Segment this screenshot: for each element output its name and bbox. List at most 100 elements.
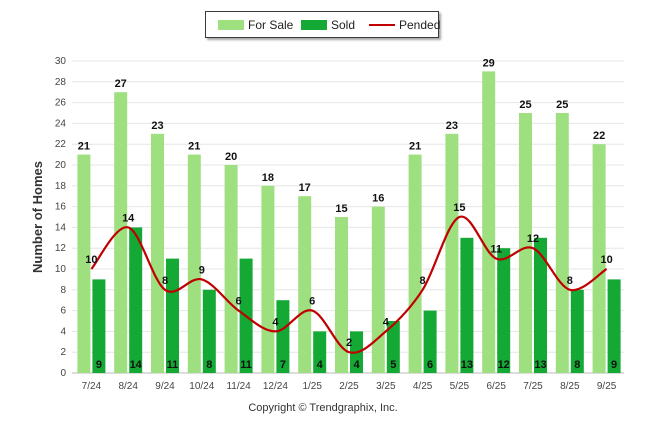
legend-label-for-sale: For Sale — [248, 18, 294, 32]
label-for-sale: 21 — [409, 141, 421, 153]
x-tick-label: 4/25 — [413, 381, 433, 392]
label-sold: 9 — [611, 359, 617, 371]
bars — [77, 71, 621, 374]
label-sold: 11 — [167, 359, 179, 371]
label-for-sale: 25 — [556, 99, 568, 111]
x-tick-label: 9/25 — [597, 381, 617, 392]
x-tick-label: 3/25 — [376, 381, 396, 392]
pended-line — [90, 215, 608, 354]
label-sold: 4 — [353, 359, 360, 371]
label-sold: 6 — [427, 359, 433, 371]
label-sold: 11 — [240, 359, 252, 371]
label-pended: 12 — [527, 233, 539, 245]
y-tick-label: 10 — [55, 264, 67, 275]
label-pended: 2 — [346, 337, 352, 349]
label-pended: 6 — [309, 296, 315, 308]
bar-sold — [202, 289, 216, 373]
legend-line-pended — [369, 24, 395, 26]
y-tick-label: 12 — [55, 243, 67, 254]
bar-sold — [386, 321, 400, 373]
bar-sold — [423, 310, 437, 373]
x-tick-label: 10/24 — [189, 381, 214, 392]
label-sold: 5 — [390, 359, 396, 371]
label-pended: 8 — [567, 275, 573, 287]
y-tick-label: 20 — [55, 160, 67, 171]
bar-for-sale — [519, 113, 532, 373]
label-sold: 9 — [96, 359, 102, 371]
y-tick-label: 30 — [55, 56, 67, 67]
label-sold: 4 — [317, 359, 324, 371]
x-tick-label: 6/25 — [486, 381, 506, 392]
label-sold: 8 — [206, 359, 212, 371]
x-tick-label: 1/25 — [302, 381, 322, 392]
y-tick-label: 14 — [55, 222, 67, 233]
y-tick-label: 18 — [55, 181, 67, 192]
bar-sold — [607, 279, 621, 373]
label-pended: 8 — [420, 275, 426, 287]
bar-sold — [534, 237, 547, 373]
label-for-sale: 16 — [372, 193, 384, 205]
y-tick-label: 8 — [60, 285, 66, 296]
x-tick-label: 9/24 — [155, 381, 175, 392]
bar-sold — [166, 258, 179, 373]
x-tick-label: 7/25 — [523, 381, 543, 392]
label-pended: 10 — [600, 254, 612, 266]
label-for-sale: 17 — [299, 182, 311, 194]
y-tick-label: 0 — [60, 368, 66, 379]
label-for-sale: 25 — [519, 99, 531, 111]
label-for-sale: 21 — [188, 141, 200, 153]
label-pended: 9 — [199, 264, 205, 276]
label-sold: 13 — [461, 359, 473, 371]
label-for-sale: 23 — [151, 120, 163, 132]
bar-sold — [92, 279, 106, 373]
x-tick-label: 7/24 — [82, 381, 102, 392]
bar-for-sale — [555, 113, 569, 373]
y-tick-label: 28 — [55, 77, 67, 88]
y-tick-label: 6 — [60, 306, 66, 317]
bar-for-sale — [408, 154, 422, 373]
label-for-sale: 18 — [262, 172, 274, 184]
bar-for-sale — [224, 165, 238, 373]
legend-swatch-sold — [301, 20, 327, 30]
legend: For Sale Sold Pended — [205, 11, 441, 38]
y-axis-title: Number of Homes — [30, 161, 45, 273]
label-for-sale: 27 — [115, 78, 127, 90]
bar-sold — [570, 289, 584, 373]
y-tick-label: 22 — [55, 139, 67, 150]
bar-sold — [276, 300, 290, 373]
data-labels: 2192714231121820111871741541652162313291… — [78, 57, 617, 371]
bar-for-sale — [114, 92, 128, 373]
bar-for-sale — [261, 185, 275, 373]
bar-for-sale — [77, 154, 91, 373]
x-tick-label: 8/25 — [560, 381, 580, 392]
label-sold: 8 — [574, 359, 580, 371]
y-tick-label: 24 — [55, 118, 67, 129]
y-tick-label: 2 — [60, 347, 66, 358]
y-tick-label: 4 — [60, 326, 66, 337]
copyright-text: Copyright © Trendgraphix, Inc. — [248, 402, 398, 414]
bar-sold — [313, 331, 327, 373]
label-pended: 4 — [272, 316, 279, 328]
label-for-sale: 22 — [593, 130, 605, 142]
bar-for-sale — [298, 196, 312, 373]
bar-sold — [129, 227, 143, 373]
x-tick-label: 5/25 — [450, 381, 470, 392]
bar-for-sale — [445, 133, 459, 373]
x-tick-label: 2/25 — [339, 381, 359, 392]
label-for-sale: 15 — [335, 203, 347, 215]
x-tick-label: 8/24 — [118, 381, 138, 392]
y-tick-label: 26 — [55, 98, 67, 109]
bar-for-sale — [482, 71, 496, 374]
legend-swatch-for-sale — [218, 20, 244, 30]
bar-for-sale — [592, 144, 606, 373]
line-pended — [90, 215, 608, 354]
label-pended: 15 — [453, 202, 465, 214]
legend-label-pended: Pended — [399, 18, 441, 32]
bar-sold — [460, 237, 474, 373]
label-for-sale: 21 — [78, 141, 90, 153]
label-for-sale: 29 — [483, 57, 495, 69]
label-for-sale: 20 — [225, 151, 237, 163]
x-tick-label: 11/24 — [226, 381, 251, 392]
